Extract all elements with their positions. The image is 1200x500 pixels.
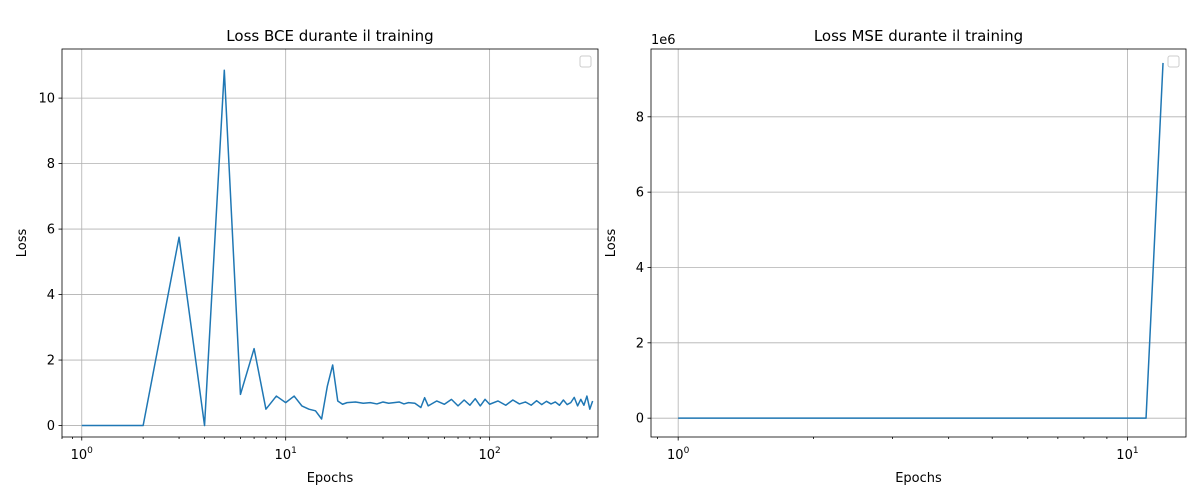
loss-series-line — [81, 69, 594, 427]
y-axis-label: Loss — [15, 229, 30, 258]
y-tick-label: 6 — [47, 223, 55, 238]
plot-frame — [650, 48, 1187, 438]
x-tick-label: 100 — [667, 446, 690, 463]
y-tick-label: 10 — [38, 92, 55, 107]
y-tick-label: 2 — [636, 336, 644, 351]
y-tick-label: 8 — [636, 110, 644, 125]
x-tick-label: 100 — [71, 446, 94, 463]
x-tick-label: 102 — [478, 446, 500, 463]
y-tick-label: 4 — [47, 288, 55, 303]
y-tick-label: 8 — [47, 157, 55, 172]
chart-title: Loss BCE durante il training — [226, 27, 433, 45]
legend-box — [579, 55, 592, 68]
plot-frame — [61, 48, 599, 438]
y-tick-label: 4 — [636, 261, 644, 276]
legend-box — [1167, 55, 1180, 68]
chart-panel-2: 100 101 0 2 4 6 8 1e6 Loss MSE durante il traini… — [604, 27, 1187, 486]
x-axis-label: Epochs — [895, 471, 942, 486]
y-tick-label: 6 — [636, 186, 644, 201]
x-tick-label: 101 — [275, 446, 297, 463]
y-tick-label: 0 — [636, 412, 644, 427]
chart-title: Loss MSE durante il training — [814, 27, 1023, 45]
x-tick-label: 101 — [1116, 446, 1138, 463]
y-offset-text: 1e6 — [651, 33, 676, 48]
y-tick-label: 2 — [47, 354, 55, 369]
y-tick-label: 0 — [47, 419, 55, 434]
x-axis-label: Epochs — [307, 471, 354, 486]
loss-series-line — [678, 62, 1164, 419]
chart-panel-1: 100 101 102 0 2 4 6 8 10 Loss BCE durante il trai… — [15, 27, 599, 486]
y-axis-label: Loss — [604, 229, 619, 258]
